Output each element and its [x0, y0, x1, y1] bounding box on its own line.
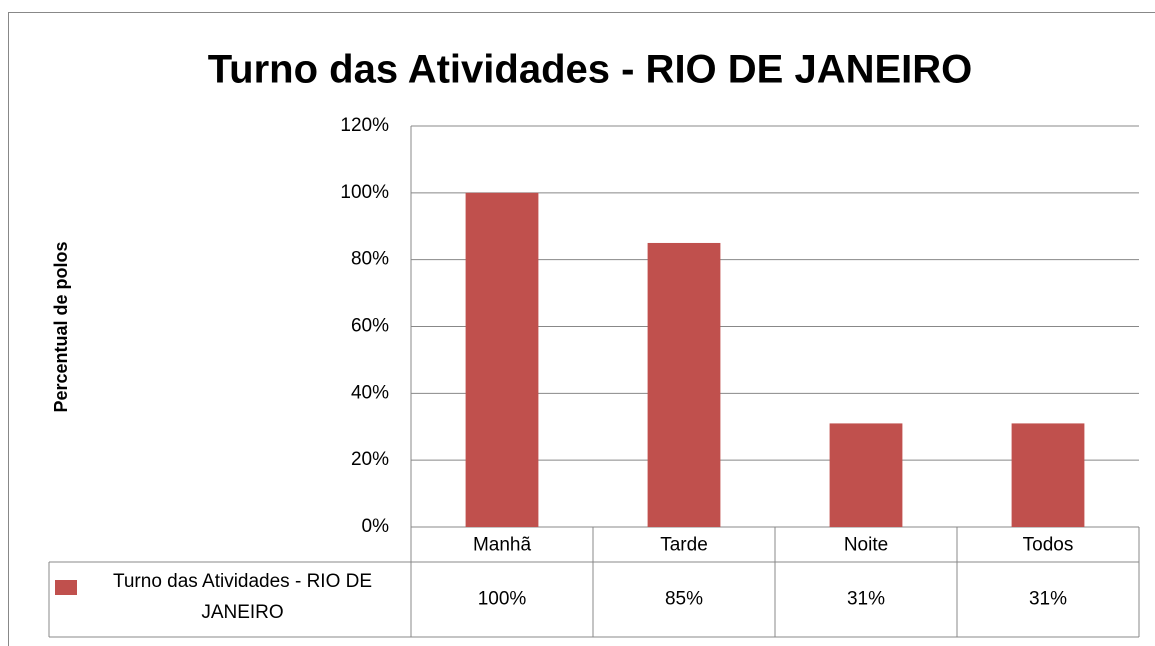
chart-title: Turno das Atividades - RIO DE JANEIRO: [208, 48, 973, 92]
y-tick-label: 120%: [340, 115, 389, 136]
bar: [647, 242, 721, 528]
legend-swatch: [55, 580, 77, 595]
table-value: 31%: [847, 589, 885, 610]
x-tick-label: Tarde: [660, 535, 708, 556]
x-tick-label: Noite: [844, 535, 888, 556]
y-tick-label: 100%: [340, 182, 389, 203]
chart-border: [8, 12, 1155, 646]
legend-cell: Turno das Atividades - RIO DE JANEIRO: [112, 571, 373, 623]
table-value: 85%: [665, 589, 703, 610]
y-tick-label: 20%: [351, 449, 389, 470]
table-value: 31%: [1029, 589, 1067, 610]
table-value: 100%: [478, 589, 527, 610]
y-tick-label: 0%: [362, 516, 390, 537]
y-tick-label: 80%: [351, 249, 389, 270]
bar: [1011, 423, 1085, 527]
y-tick-label: 40%: [351, 382, 389, 403]
bar: [829, 423, 903, 527]
x-tick-label: Manhã: [473, 535, 532, 556]
y-tick-label: 60%: [351, 316, 389, 337]
bar: [465, 192, 539, 528]
x-tick-label: Todos: [1023, 535, 1074, 556]
y-axis-label: Percentual de polos: [51, 241, 71, 412]
legend-label: Turno das Atividades - RIO DE JANEIRO: [112, 571, 373, 623]
